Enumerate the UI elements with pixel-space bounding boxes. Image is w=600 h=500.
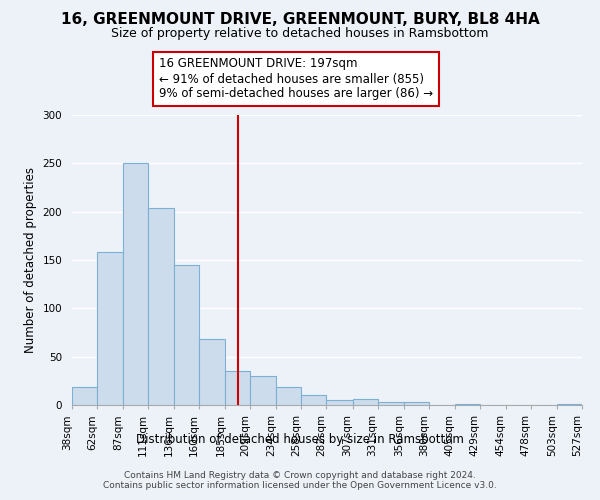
Bar [72, 386, 97, 405]
Bar [301, 396, 326, 405]
Bar [326, 400, 353, 405]
Bar [174, 265, 199, 405]
Bar [353, 399, 377, 405]
Bar [148, 208, 174, 405]
Y-axis label: Number of detached properties: Number of detached properties [24, 167, 37, 353]
Bar [226, 371, 250, 405]
Bar [250, 376, 277, 405]
Text: Distribution of detached houses by size in Ramsbottom: Distribution of detached houses by size … [136, 432, 464, 446]
Bar [277, 386, 301, 405]
Bar [404, 402, 428, 405]
Text: 16, GREENMOUNT DRIVE, GREENMOUNT, BURY, BL8 4HA: 16, GREENMOUNT DRIVE, GREENMOUNT, BURY, … [61, 12, 539, 28]
Text: Contains HM Land Registry data © Crown copyright and database right 2024.
Contai: Contains HM Land Registry data © Crown c… [103, 470, 497, 490]
Bar [97, 252, 123, 405]
Bar [123, 164, 148, 405]
Text: Size of property relative to detached houses in Ramsbottom: Size of property relative to detached ho… [111, 28, 489, 40]
Bar [199, 340, 226, 405]
Bar [455, 404, 480, 405]
Bar [557, 404, 582, 405]
Bar [377, 402, 404, 405]
Text: 16 GREENMOUNT DRIVE: 197sqm
← 91% of detached houses are smaller (855)
9% of sem: 16 GREENMOUNT DRIVE: 197sqm ← 91% of det… [158, 58, 433, 100]
